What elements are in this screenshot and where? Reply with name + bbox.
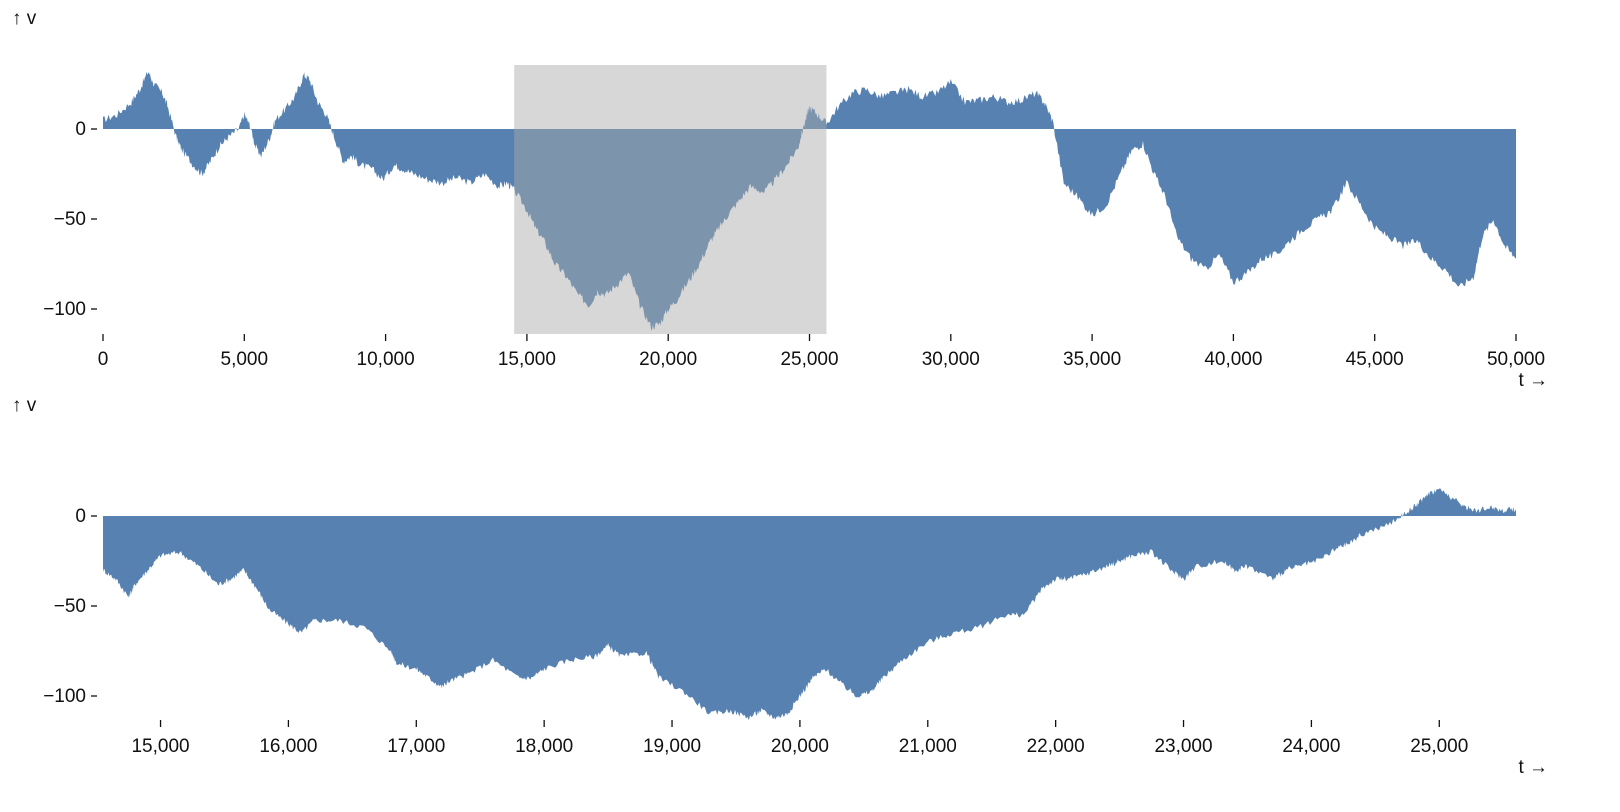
x-tick-label: 15,000 — [498, 349, 556, 370]
x-tick-label: 40,000 — [1204, 349, 1262, 370]
x-tick-label: 21,000 — [899, 736, 957, 757]
x-tick-label: 10,000 — [357, 349, 415, 370]
series-area — [103, 488, 1516, 721]
x-tick-label: 17,000 — [387, 736, 445, 757]
x-tick-label: 22,000 — [1027, 736, 1085, 757]
x-tick-label: 20,000 — [771, 736, 829, 757]
x-tick-label: 19,000 — [643, 736, 701, 757]
x-tick-label: 24,000 — [1282, 736, 1340, 757]
x-tick-label: 16,000 — [259, 736, 317, 757]
x-tick-label: 50,000 — [1487, 349, 1545, 370]
x-tick-label: 30,000 — [922, 349, 980, 370]
x-tick-label: 0 — [98, 349, 109, 370]
detail-chart: ↑ v t → 0 −50 −100 15,000 16,000 17,000 18,000 19… — [12, 395, 1548, 778]
x-axis-title: t → — [1518, 757, 1548, 778]
x-tick-label: 45,000 — [1346, 349, 1404, 370]
x-tick-label: 5,000 — [221, 349, 269, 370]
x-tick-label: 18,000 — [515, 736, 573, 757]
y-tick-label: 0 — [75, 119, 86, 140]
overview-chart[interactable]: ↑ v t → 0 −50 −100 0 5,000 10,000 15,000 20,000 25… — [12, 8, 1548, 391]
brush-selection[interactable] — [514, 65, 827, 334]
x-tick-label: 35,000 — [1063, 349, 1121, 370]
x-tick-label: 25,000 — [780, 349, 838, 370]
y-axis-title: ↑ v — [12, 8, 37, 29]
y-tick-label: 0 — [75, 506, 86, 527]
x-tick-label: 25,000 — [1410, 736, 1468, 757]
y-tick-label: −100 — [43, 299, 86, 320]
y-tick-label: −50 — [54, 209, 86, 230]
y-tick-label: −50 — [54, 596, 86, 617]
y-axis-title: ↑ v — [12, 395, 37, 416]
x-tick-label: 23,000 — [1154, 736, 1212, 757]
x-tick-label: 15,000 — [131, 736, 189, 757]
series-area — [103, 71, 1516, 331]
y-tick-label: −100 — [43, 686, 86, 707]
x-tick-label: 20,000 — [639, 349, 697, 370]
x-axis-title: t → — [1518, 370, 1548, 391]
